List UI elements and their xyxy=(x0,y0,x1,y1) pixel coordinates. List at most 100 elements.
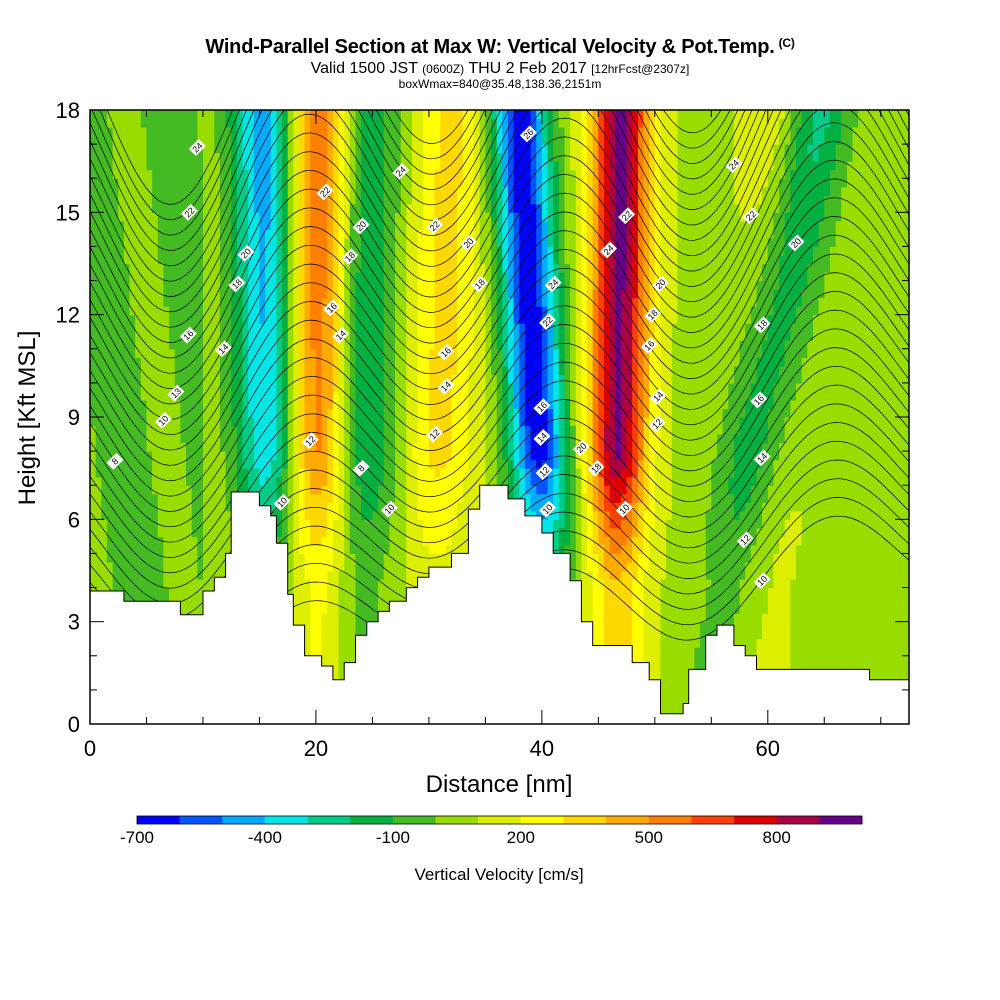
velocity-cell xyxy=(801,596,808,606)
velocity-cell xyxy=(169,434,176,444)
velocity-cell xyxy=(389,579,396,589)
velocity-cell xyxy=(208,519,215,529)
velocity-cell xyxy=(666,527,673,537)
velocity-cell xyxy=(587,459,594,469)
velocity-cell xyxy=(253,485,260,495)
velocity-cell xyxy=(592,536,599,546)
velocity-cell xyxy=(852,502,859,512)
velocity-cell xyxy=(349,434,356,444)
velocity-cell xyxy=(632,562,639,572)
velocity-cell xyxy=(739,519,746,529)
velocity-cell xyxy=(180,485,187,495)
velocity-cell xyxy=(841,570,848,580)
velocity-cell xyxy=(649,596,656,606)
velocity-cell xyxy=(897,502,904,512)
velocity-cell xyxy=(366,485,373,495)
velocity-cell xyxy=(660,596,667,606)
velocity-cell xyxy=(654,476,661,486)
velocity-cell xyxy=(688,664,695,674)
velocity-cell xyxy=(372,468,379,478)
velocity-cell xyxy=(677,689,684,699)
velocity-cell xyxy=(841,510,848,520)
velocity-cell xyxy=(660,689,667,699)
velocity-cell xyxy=(259,459,266,469)
velocity-cell xyxy=(140,570,147,580)
velocity-cell xyxy=(632,536,639,546)
velocity-cell xyxy=(146,434,153,444)
velocity-cell xyxy=(530,451,537,461)
velocity-cell xyxy=(598,562,605,572)
velocity-cell xyxy=(129,425,136,435)
velocity-cell xyxy=(400,510,407,520)
velocity-cell xyxy=(813,570,820,580)
velocity-cell xyxy=(445,544,452,554)
velocity-cell xyxy=(677,630,684,640)
velocity-cell xyxy=(886,544,893,554)
velocity-cell xyxy=(428,536,436,546)
velocity-cell xyxy=(530,442,537,452)
velocity-cell xyxy=(841,630,848,640)
velocity-cell xyxy=(440,468,447,478)
velocity-cell xyxy=(468,493,475,503)
velocity-cell xyxy=(372,613,379,623)
velocity-cell xyxy=(355,604,362,614)
velocity-cell xyxy=(197,604,204,614)
velocity-cell xyxy=(321,485,328,495)
velocity-cell xyxy=(829,442,837,452)
velocity-cell xyxy=(818,655,825,665)
velocity-cell xyxy=(880,553,887,563)
velocity-cell xyxy=(615,493,622,503)
velocity-cell xyxy=(197,451,204,461)
velocity-cell xyxy=(728,570,735,580)
velocity-cell xyxy=(722,468,729,478)
velocity-cell xyxy=(315,570,323,580)
velocity-cell xyxy=(558,510,565,520)
velocity-cell xyxy=(620,527,628,537)
velocity-cell xyxy=(863,451,870,461)
velocity-cell xyxy=(739,579,746,589)
velocity-cell xyxy=(875,510,882,520)
velocity-cell xyxy=(694,544,701,554)
velocity-cell xyxy=(372,596,379,606)
velocity-cell xyxy=(767,536,774,546)
velocity-cell xyxy=(694,587,701,597)
velocity-cell xyxy=(570,493,577,503)
velocity-cell xyxy=(677,672,684,682)
velocity-cell xyxy=(592,638,599,648)
velocity-cell xyxy=(389,434,396,444)
velocity-cell xyxy=(767,570,774,580)
velocity-cell xyxy=(880,544,887,554)
velocity-cell xyxy=(666,510,673,520)
velocity-cell xyxy=(773,570,780,580)
velocity-cell xyxy=(711,604,718,614)
velocity-cell xyxy=(694,493,701,503)
velocity-cell xyxy=(728,613,735,623)
velocity-cell xyxy=(846,579,854,589)
velocity-cell xyxy=(762,621,769,631)
velocity-cell xyxy=(875,485,882,495)
velocity-cell xyxy=(524,451,532,461)
velocity-cell xyxy=(332,468,340,478)
velocity-cell xyxy=(694,502,701,512)
velocity-cell xyxy=(293,510,300,520)
velocity-cell xyxy=(801,493,808,503)
velocity-cell xyxy=(604,451,611,461)
velocity-cell xyxy=(677,553,684,563)
velocity-cell xyxy=(660,468,667,478)
velocity-cell xyxy=(457,536,464,546)
velocity-cell xyxy=(276,451,283,461)
velocity-cell xyxy=(829,630,837,640)
velocity-cell xyxy=(880,638,887,648)
velocity-cell xyxy=(779,613,786,623)
velocity-cell xyxy=(604,596,611,606)
velocity-cell xyxy=(349,638,356,648)
velocity-cell xyxy=(711,519,718,529)
velocity-cell xyxy=(231,459,238,469)
velocity-cell xyxy=(417,425,424,435)
velocity-cell xyxy=(451,468,458,478)
valid-time: Valid 1500 JST xyxy=(310,60,418,77)
velocity-cell xyxy=(106,476,114,486)
velocity-cell xyxy=(677,493,684,503)
velocity-cell xyxy=(824,527,831,537)
velocity-cell xyxy=(406,502,413,512)
